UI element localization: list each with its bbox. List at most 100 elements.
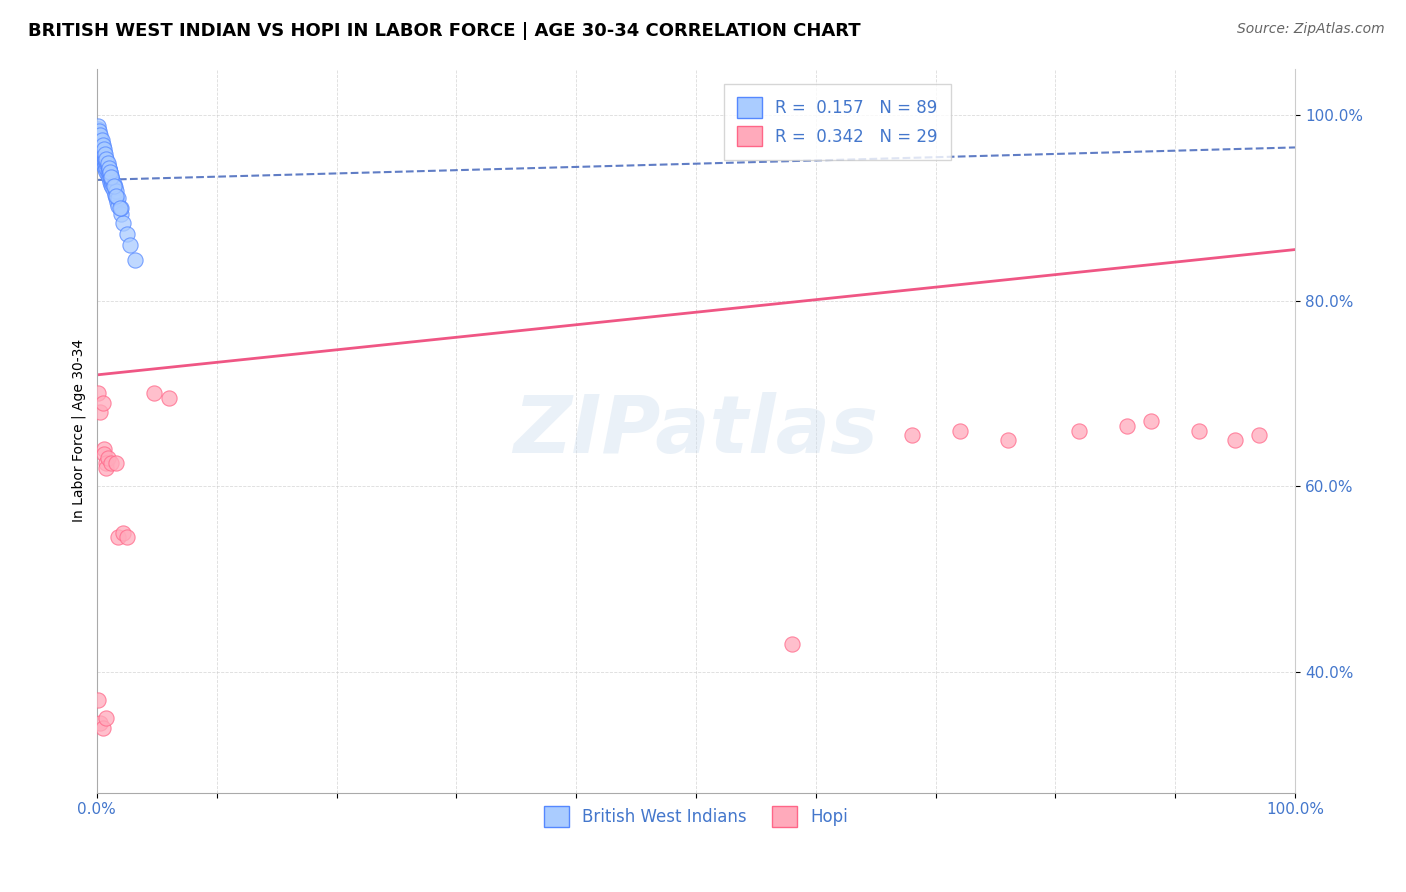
Point [89, 405, 111, 419]
Point [89, 131, 111, 145]
Point [87, 121, 110, 136]
Point [98, 165, 121, 179]
Point [87, 693, 110, 707]
Point [100, 173, 122, 187]
Point [94, 152, 117, 166]
Point [91, 147, 114, 161]
Point [96, 165, 118, 179]
Point [108, 201, 131, 215]
Point [96, 161, 118, 175]
Point [87, 145, 110, 159]
Text: Source: ZipAtlas.com: Source: ZipAtlas.com [1237, 22, 1385, 37]
Point [89, 145, 111, 159]
Point [115, 530, 138, 544]
Point [900, 428, 922, 442]
Point [91, 156, 114, 170]
Point [105, 195, 128, 210]
Point [96, 711, 118, 725]
Point [90, 133, 112, 147]
Point [100, 178, 122, 192]
Point [103, 179, 125, 194]
Point [949, 424, 972, 438]
Point [93, 447, 115, 461]
Point [90, 148, 112, 162]
Point [94, 153, 117, 167]
Point [89, 136, 111, 150]
Point [96, 460, 118, 475]
Point [90, 138, 112, 153]
Point [115, 227, 138, 241]
Point [105, 192, 128, 206]
Point [89, 137, 111, 152]
Point [97, 169, 120, 183]
Point [120, 238, 142, 252]
Point [98, 170, 121, 185]
Point [105, 188, 128, 202]
Point [89, 134, 111, 148]
Point [96, 456, 118, 470]
Point [97, 156, 120, 170]
Point [124, 252, 146, 267]
Point [90, 136, 112, 150]
Point [90, 137, 112, 152]
Point [89, 143, 111, 157]
Point [100, 456, 122, 470]
Point [1188, 424, 1211, 438]
Point [93, 159, 115, 173]
Point [96, 154, 118, 169]
Point [96, 156, 118, 170]
Point [93, 145, 115, 159]
Point [103, 184, 125, 198]
Point [90, 143, 112, 157]
Point [97, 163, 120, 178]
Point [91, 395, 114, 409]
Point [104, 187, 127, 202]
Point [94, 147, 117, 161]
Point [1116, 419, 1139, 434]
Point [89, 150, 111, 164]
Point [100, 170, 122, 185]
Point [97, 161, 120, 176]
Point [96, 152, 118, 166]
Point [91, 152, 114, 166]
Point [90, 153, 112, 167]
Point [107, 199, 129, 213]
Point [97, 171, 120, 186]
Y-axis label: In Labor Force | Age 30-34: In Labor Force | Age 30-34 [72, 339, 86, 522]
Point [89, 716, 111, 731]
Point [105, 184, 128, 198]
Point [97, 161, 120, 176]
Point [110, 207, 132, 221]
Point [91, 142, 114, 156]
Point [93, 154, 115, 169]
Point [89, 147, 111, 161]
Point [1249, 428, 1271, 442]
Point [93, 442, 115, 457]
Point [780, 637, 803, 651]
Point [1140, 414, 1163, 428]
Legend: British West Indians, Hopi: British West Indians, Hopi [536, 798, 856, 835]
Point [93, 147, 115, 161]
Text: ZIPatlas: ZIPatlas [513, 392, 879, 469]
Point [93, 150, 115, 164]
Point [1225, 433, 1247, 447]
Point [87, 119, 110, 133]
Point [100, 169, 122, 184]
Point [101, 180, 124, 194]
Point [98, 165, 121, 179]
Point [143, 386, 166, 401]
Point [101, 173, 124, 187]
Point [112, 216, 135, 230]
Point [94, 161, 117, 176]
Point [107, 192, 129, 206]
Point [89, 140, 111, 154]
Point [104, 180, 127, 194]
Point [89, 128, 111, 143]
Point [89, 124, 111, 138]
Point [94, 150, 117, 164]
Point [89, 133, 111, 147]
Point [107, 530, 129, 544]
Point [112, 525, 135, 540]
Point [997, 433, 1019, 447]
Point [91, 137, 114, 152]
